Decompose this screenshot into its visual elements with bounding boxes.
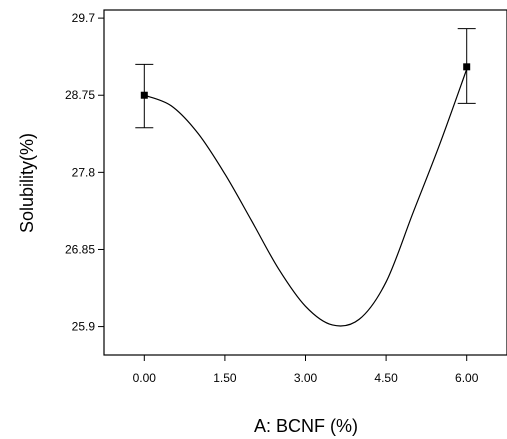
y-tick-label: 29.7 [72,11,96,25]
data-point [463,63,471,71]
y-tick-label: 27.8 [72,165,96,179]
x-tick-label: 4.50 [374,371,398,385]
y-axis: 25.9 26.85 27.8 28.75 29.7 [65,11,104,334]
observed-points [135,28,476,129]
data-point [140,91,148,99]
y-tick-label: 28.75 [65,88,95,102]
x-tick-label: 1.50 [213,371,237,385]
x-axis-title: A: BCNF (%) [254,416,358,436]
plot-frame [103,9,507,356]
x-tick-label: 3.00 [294,371,318,385]
x-tick-label: 6.00 [455,371,479,385]
y-tick-label: 26.85 [65,242,95,256]
fitted-curve [144,69,468,327]
y-tick-label: 25.9 [72,320,96,334]
x-axis: 0.00 1.50 3.00 4.50 6.00 [133,355,479,385]
y-axis-title: Solubility(%) [17,133,37,233]
x-tick-label: 0.00 [133,371,157,385]
